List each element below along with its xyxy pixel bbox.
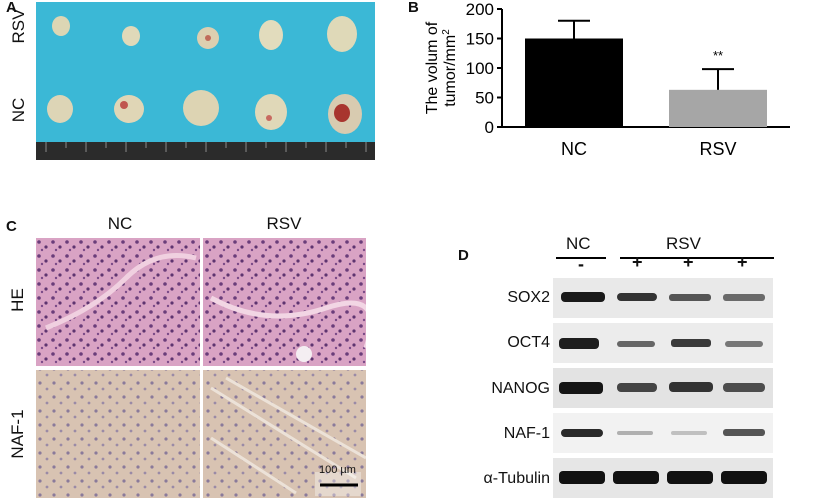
y-tick-label-3: 150 [466, 30, 494, 49]
blot-nanog [553, 368, 773, 408]
x-tick-label-rsv: RSV [699, 139, 736, 159]
bar-rsv [669, 89, 767, 127]
group-underlines [556, 257, 774, 259]
protein-label-nanog: NANOG [491, 380, 550, 397]
tumor-nc-1 [47, 95, 73, 123]
blot-oct4 [553, 323, 773, 363]
naf1-nc-image [36, 370, 200, 498]
histology-grid [36, 238, 366, 498]
panel-a-row-label-nc: NC [9, 97, 28, 123]
panel-c-col-label-rsv: RSV [266, 214, 302, 233]
blot-tubulin [553, 458, 773, 498]
group-label-nc: NC [566, 234, 591, 253]
y-axis-title-line1: The volum of [424, 21, 441, 114]
tumor-photo [36, 2, 375, 160]
lane-mark-4: + [737, 252, 748, 272]
tumor-rsv-1 [52, 16, 70, 36]
protein-label-naf1: NAF-1 [503, 425, 550, 442]
bar-nc [525, 38, 623, 127]
protein-label-sox2: SOX2 [507, 289, 550, 306]
blot-naf1 [553, 413, 773, 453]
tumor-nc-4 [255, 94, 287, 130]
he-nc-image [36, 238, 200, 366]
y-axis-title-superscript: 2 [441, 29, 452, 35]
tumor-rsv-4 [259, 20, 283, 50]
panel-b-letter: B [408, 0, 419, 16]
y-axis-title-line2-text: tumor/mm [442, 35, 459, 107]
scale-bar-label: 100 µm [319, 464, 356, 476]
y-tick-label-0: 0 [485, 118, 494, 137]
tumor-rsv-2 [122, 26, 140, 46]
significance-rsv: ** [713, 48, 723, 63]
y-tick-label-2: 100 [466, 59, 494, 78]
group-label-rsv: RSV [666, 234, 701, 253]
tumor-nc-2 [114, 95, 144, 123]
y-axis-title: The volum of tumor/mm2 [424, 21, 459, 114]
protein-label-oct4: OCT4 [507, 334, 550, 351]
lane-mark-2: + [632, 252, 643, 272]
tumor-volume-bar-chart: The volum of tumor/mm2 0 50 100 150 200 NC ** R… [424, 0, 790, 159]
lane-mark-1: - [578, 254, 584, 274]
panel-c-row-label-naf1: NAF-1 [8, 409, 27, 459]
y-axis-title-line2: tumor/mm2 [441, 29, 459, 107]
tumor-nc-3 [183, 90, 219, 126]
western-blot [553, 278, 773, 498]
tumor-rsv-5 [327, 16, 357, 52]
panel-c-letter: C [6, 218, 17, 235]
y-tick-label-1: 50 [475, 89, 494, 108]
panel-c-row-label-he: HE [8, 288, 27, 312]
x-tick-label-nc: NC [561, 139, 587, 159]
y-tick-label-4: 200 [466, 0, 494, 19]
lane-mark-3: + [683, 252, 694, 272]
panel-c-col-label-nc: NC [107, 214, 133, 233]
panel-d-letter: D [458, 247, 469, 264]
protein-label-tubulin: α-Tubulin [483, 470, 550, 487]
panel-a-letter: A [6, 0, 17, 16]
blot-sox2 [553, 278, 773, 318]
panel-a-row-label-rsv: RSV [9, 8, 28, 44]
